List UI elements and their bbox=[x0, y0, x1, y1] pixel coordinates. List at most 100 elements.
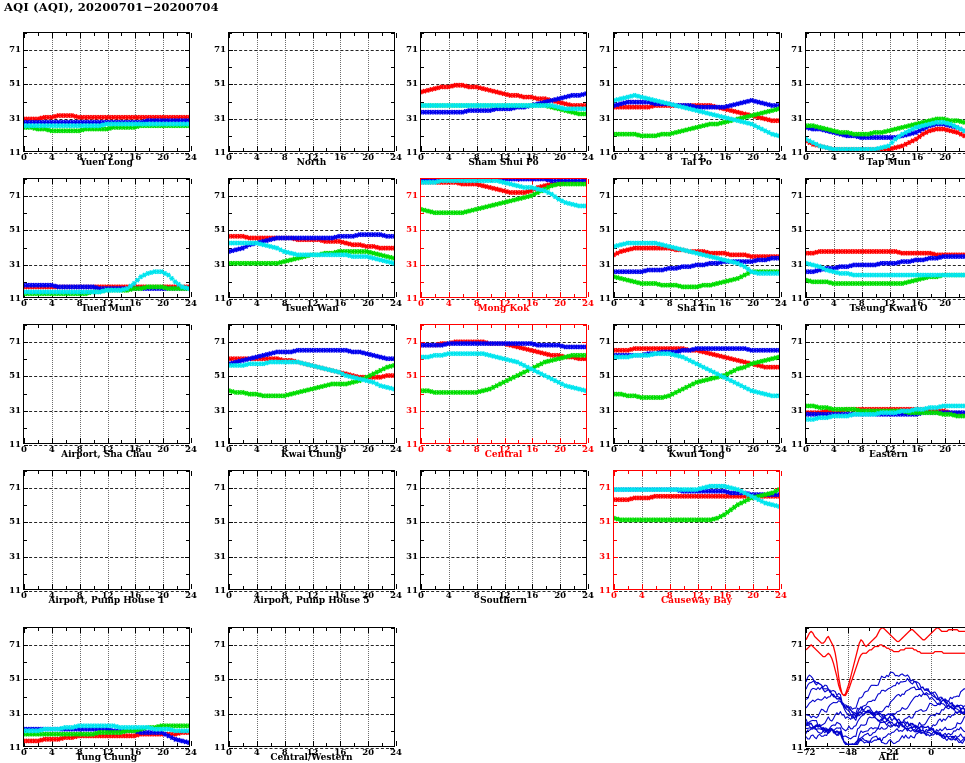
x-axis-tick bbox=[847, 628, 849, 633]
y-axis-minor-tick bbox=[391, 359, 394, 361]
gridline-horizontal bbox=[614, 264, 779, 266]
panel-caption: Tai Po bbox=[681, 158, 712, 168]
x-axis-tick-label: 0 bbox=[21, 591, 27, 601]
x-axis-tick bbox=[588, 179, 589, 184]
x-axis-tick-label: 4 bbox=[638, 591, 645, 601]
y-axis-tick bbox=[24, 445, 28, 446]
series-blue bbox=[24, 282, 189, 292]
x-axis-tick bbox=[861, 438, 863, 443]
y-axis-tick bbox=[390, 522, 394, 524]
y-axis-minor-tick bbox=[806, 696, 809, 698]
series-cyan bbox=[421, 351, 586, 394]
y-axis-minor-tick bbox=[614, 281, 617, 283]
y-axis-tick-label: 71 bbox=[406, 45, 418, 56]
gridline-horizontal bbox=[421, 410, 586, 412]
x-axis-minor-tick bbox=[177, 471, 179, 474]
x-axis-tick bbox=[284, 33, 286, 38]
y-axis-minor-tick bbox=[806, 359, 809, 361]
panel-sha-tin: 11 31 51 71 0 4 8 12 16 20 24 Sha Tin bbox=[590, 158, 787, 314]
x-axis-tick bbox=[24, 438, 25, 443]
y-axis-minor-tick bbox=[776, 471, 779, 472]
x-axis-tick bbox=[256, 146, 258, 151]
x-axis-tick bbox=[396, 471, 397, 476]
x-axis-minor-tick bbox=[931, 325, 933, 328]
x-axis-tick bbox=[163, 471, 165, 476]
gridline-vertical bbox=[107, 325, 109, 443]
panel-caption: Causeway Bay bbox=[661, 596, 732, 606]
x-axis-tick bbox=[753, 438, 755, 443]
series-cyan bbox=[24, 269, 189, 295]
y-axis-tick-label: 51 bbox=[791, 79, 803, 90]
y-axis-tick bbox=[390, 591, 394, 592]
x-axis-minor-tick bbox=[298, 628, 300, 631]
x-axis-minor-tick bbox=[683, 471, 685, 474]
x-axis-minor-tick bbox=[149, 294, 151, 297]
y-axis-tick bbox=[806, 50, 810, 52]
y-axis-minor-tick bbox=[24, 135, 27, 137]
x-axis-minor-tick bbox=[37, 440, 39, 443]
x-axis-tick-label: 20 bbox=[747, 153, 760, 163]
x-axis-tick bbox=[588, 438, 589, 443]
y-axis-tick bbox=[806, 299, 810, 300]
y-axis-tick bbox=[614, 410, 618, 412]
gridline-vertical bbox=[107, 179, 109, 297]
gridline-vertical bbox=[284, 179, 286, 297]
y-axis-tick-label: 71 bbox=[599, 483, 611, 494]
series-cyan bbox=[421, 102, 586, 112]
y-axis-minor-tick bbox=[24, 67, 27, 69]
x-axis-tick-label: 20 bbox=[939, 299, 952, 309]
x-axis-minor-tick bbox=[326, 325, 328, 328]
y-axis-tick bbox=[421, 556, 425, 558]
panel-causeway-bay: 11 31 51 71 0 4 8 12 16 20 24 Causeway Bay bbox=[590, 450, 787, 606]
x-axis-minor-tick bbox=[711, 325, 713, 328]
x-axis-tick bbox=[560, 179, 562, 184]
y-axis-tick-label: 51 bbox=[9, 674, 21, 685]
x-axis-tick bbox=[833, 438, 835, 443]
x-axis-tick bbox=[163, 146, 165, 151]
y-axis-minor-tick bbox=[186, 101, 189, 103]
y-axis-minor-tick bbox=[186, 662, 189, 664]
x-axis-tick-label: 20 bbox=[157, 445, 170, 455]
y-axis-tick-label: 51 bbox=[9, 79, 21, 90]
series-blue bbox=[24, 726, 189, 746]
y-axis-minor-tick bbox=[776, 325, 779, 326]
x-axis-tick bbox=[560, 292, 562, 297]
y-axis-tick bbox=[390, 445, 394, 446]
x-axis-minor-tick bbox=[546, 586, 548, 589]
y-axis-minor-tick bbox=[229, 67, 232, 69]
gridline-horizontal bbox=[806, 84, 965, 86]
x-axis-minor-tick bbox=[93, 586, 95, 589]
x-axis-minor-tick bbox=[767, 440, 769, 443]
x-axis-minor-tick bbox=[518, 294, 520, 297]
y-axis-tick bbox=[390, 713, 394, 715]
y-axis-tick-label: 11 bbox=[599, 148, 611, 158]
x-axis-tick bbox=[861, 33, 863, 38]
gridline-vertical bbox=[107, 471, 109, 589]
y-axis-minor-tick bbox=[421, 471, 424, 472]
x-axis-tick-label: 16 bbox=[911, 299, 924, 309]
gridline-vertical bbox=[753, 471, 755, 589]
gridline-horizontal bbox=[421, 591, 586, 592]
y-axis-tick bbox=[775, 556, 779, 558]
x-axis-tick-label: 0 bbox=[418, 445, 424, 455]
panel-tai-po: 11 31 51 71 0 4 8 12 16 20 24 Tai Po bbox=[590, 12, 787, 168]
x-axis-tick bbox=[107, 292, 109, 297]
gridline-horizontal bbox=[24, 230, 189, 232]
x-axis-tick bbox=[614, 146, 615, 151]
series-red bbox=[24, 113, 189, 122]
y-axis-tick bbox=[421, 299, 425, 300]
gridline-horizontal bbox=[24, 679, 189, 681]
x-axis-tick-label: 8 bbox=[473, 591, 480, 601]
y-axis-minor-tick bbox=[806, 247, 809, 249]
y-axis-tick bbox=[229, 488, 233, 490]
y-axis-minor-tick bbox=[229, 427, 232, 429]
x-axis-minor-tick bbox=[767, 471, 769, 474]
y-axis-tick bbox=[582, 410, 586, 412]
y-axis-tick-label: 11 bbox=[791, 148, 803, 158]
x-axis-tick bbox=[312, 438, 314, 443]
y-axis-tick-label: 51 bbox=[406, 79, 418, 90]
gridline-horizontal bbox=[421, 84, 586, 86]
